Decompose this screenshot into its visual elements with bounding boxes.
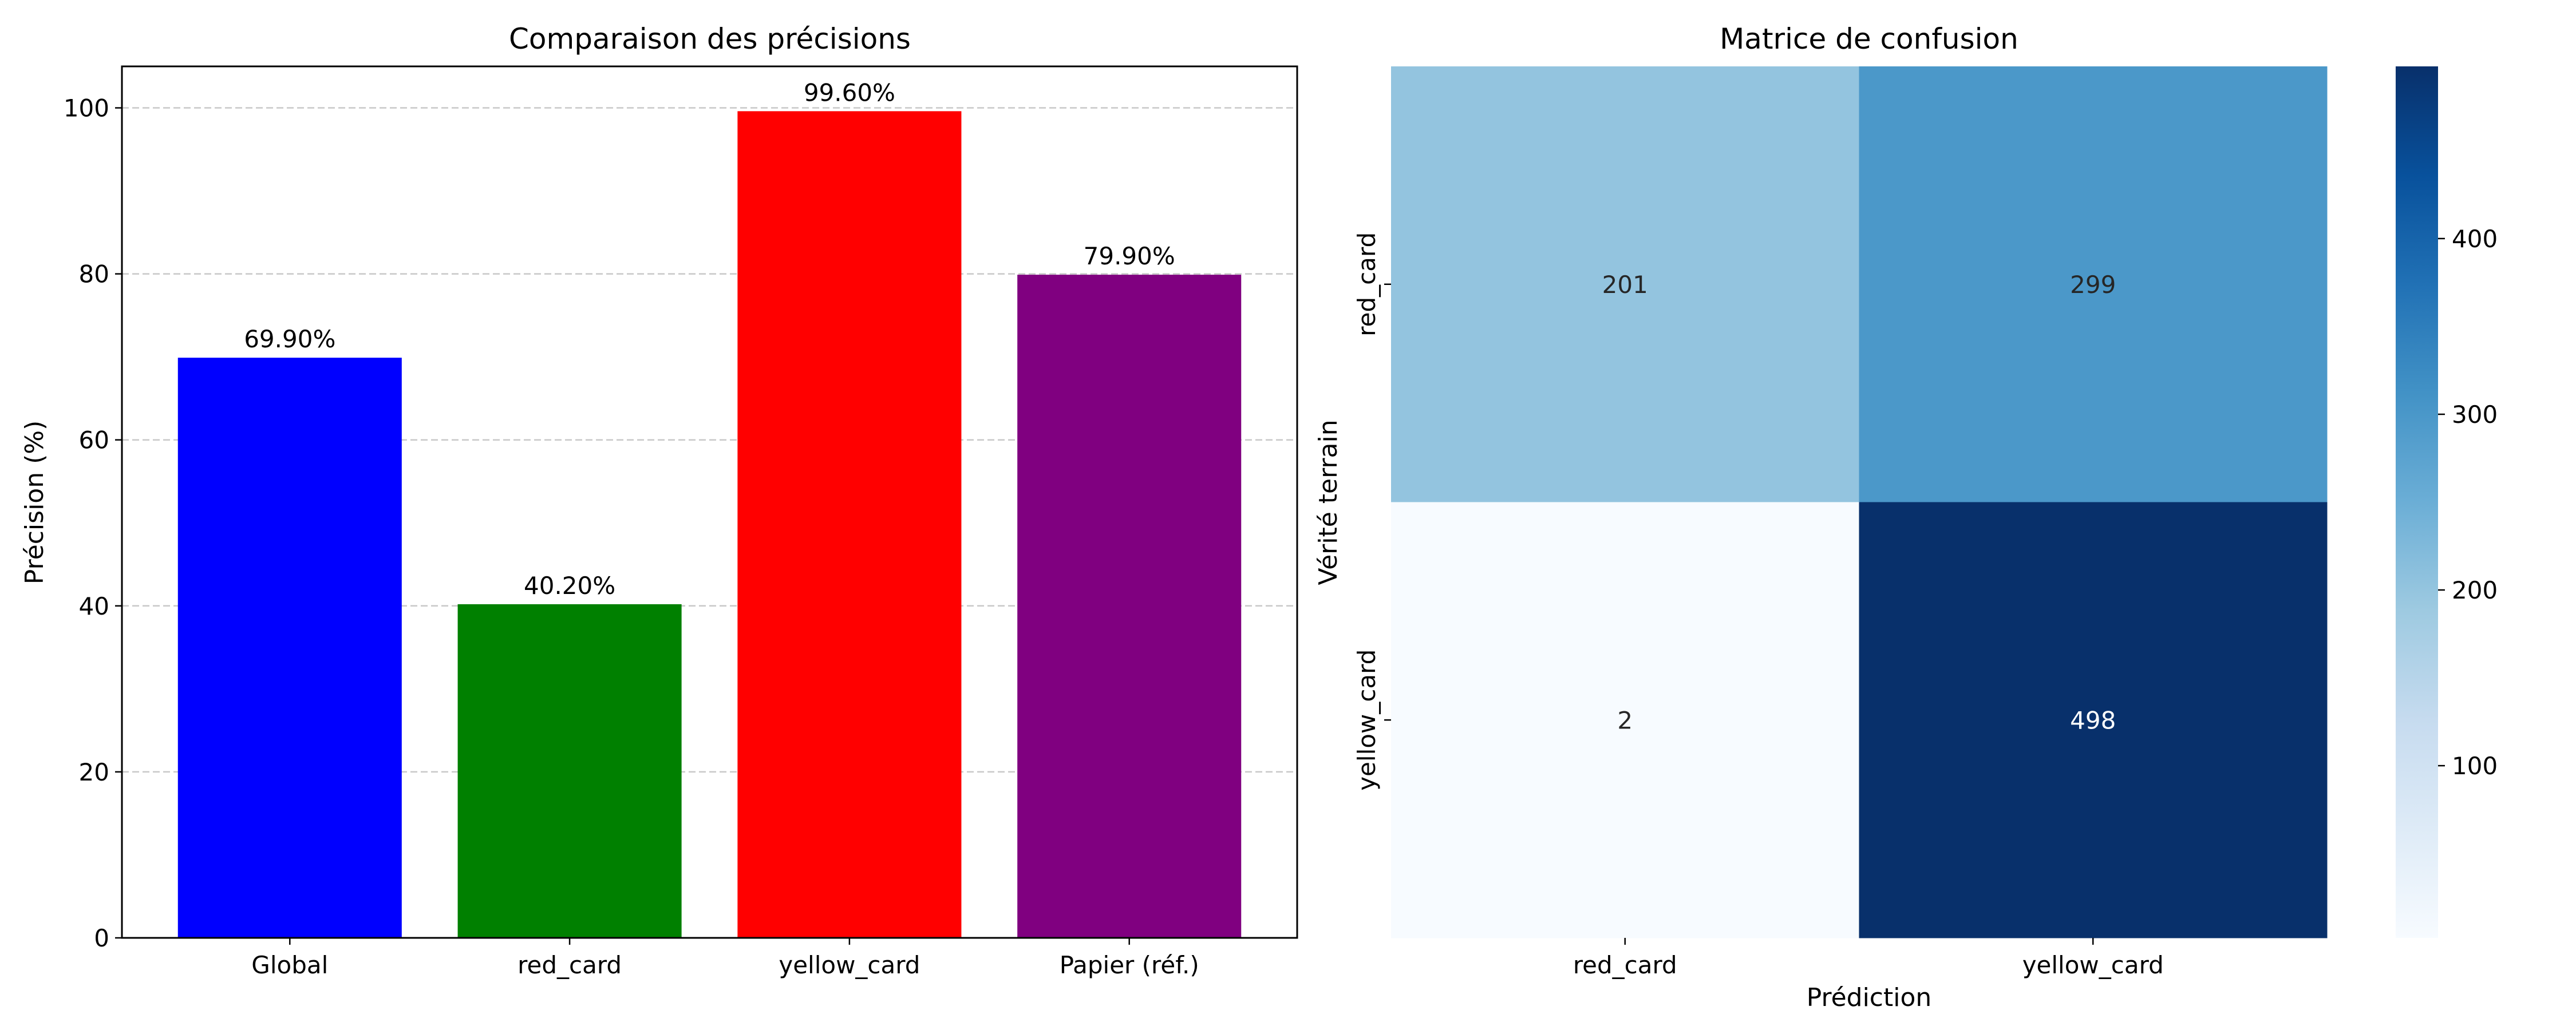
bar-plot-frame bbox=[121, 65, 1298, 939]
bar-value-label: 79.90% bbox=[1084, 242, 1175, 270]
heatmap-cell-value: 201 bbox=[1602, 271, 1648, 299]
heatmap-y-tick-label: yellow_card bbox=[1353, 649, 1381, 791]
bar-y-tick-label: 40 bbox=[79, 592, 109, 620]
bar-chart-title: Comparaison des précisions bbox=[509, 22, 911, 56]
colorbar-tick-label: 400 bbox=[2452, 225, 2498, 253]
bar-y-tick-label: 80 bbox=[79, 260, 109, 288]
bar-value-label: 99.60% bbox=[804, 78, 895, 106]
bar-chart: Comparaison des précisions 69.90% 40.20% 9… bbox=[20, 22, 1298, 979]
heatmap-cell-value: 299 bbox=[2070, 271, 2116, 299]
heatmap-x-tick-label: yellow_card bbox=[2022, 951, 2164, 979]
bar-y-tick-label: 20 bbox=[79, 758, 109, 786]
bar-y-tick-label: 0 bbox=[94, 924, 109, 952]
heatmap-cell-value: 498 bbox=[2070, 706, 2116, 734]
colorbar-tick-label: 100 bbox=[2452, 752, 2498, 780]
bar-x-tick-label: Papier (réf.) bbox=[1060, 951, 1199, 979]
bar-y-ticks: 0 20 40 60 80 100 bbox=[64, 94, 122, 952]
heatmap-cell bbox=[1391, 502, 1859, 938]
bar-value-labels: 69.90% 40.20% 99.60% 79.90% bbox=[244, 78, 1175, 600]
heatmap-cell bbox=[1859, 502, 2328, 938]
bar bbox=[1017, 275, 1242, 938]
bar-x-ticks: Global red_card yellow_card Papier (réf.) bbox=[251, 938, 1199, 979]
bar-y-axis-label: Précision (%) bbox=[20, 421, 49, 584]
heatmap-x-ticks: red_card yellow_card bbox=[1573, 938, 2164, 979]
bar-y-tick-label: 100 bbox=[64, 94, 109, 122]
colorbar-tick-label: 300 bbox=[2452, 401, 2498, 429]
heatmap-cells bbox=[1391, 66, 2328, 938]
colorbar bbox=[2396, 66, 2438, 938]
heatmap-annotations: 201 299 2 498 bbox=[1602, 271, 2116, 735]
heatmap-x-tick-label: red_card bbox=[1573, 951, 1677, 979]
bar-bars bbox=[177, 111, 1242, 938]
heatmap-cell bbox=[1859, 66, 2328, 502]
bar bbox=[737, 111, 962, 938]
bar-x-tick-label: yellow_card bbox=[779, 951, 920, 979]
heatmap-cell bbox=[1391, 66, 1859, 502]
bar-x-tick-label: Global bbox=[251, 951, 328, 979]
heatmap-cell-value: 2 bbox=[1617, 706, 1633, 734]
heatmap-y-ticks: red_card yellow_card bbox=[1353, 232, 1391, 791]
bar bbox=[457, 604, 682, 938]
bar-value-label: 69.90% bbox=[244, 325, 335, 353]
heatmap-title: Matrice de confusion bbox=[1720, 22, 2018, 56]
heatmap-y-tick-label: red_card bbox=[1353, 232, 1381, 336]
heatmap-x-axis-label: Prédiction bbox=[1807, 983, 1932, 1012]
bar bbox=[177, 358, 402, 938]
bar-value-label: 40.20% bbox=[524, 572, 615, 600]
colorbar-tick-label: 200 bbox=[2452, 576, 2498, 604]
heatmap-chart: Matrice de confusion 201 299 2 498 red_card… bbox=[1314, 22, 2498, 1012]
bar-y-tick-label: 60 bbox=[79, 426, 109, 454]
heatmap-y-axis-label: Vérité terrain bbox=[1314, 419, 1343, 585]
bar-x-tick-label: red_card bbox=[517, 951, 622, 979]
colorbar-ticks: 100 200 300 400 bbox=[2438, 225, 2498, 780]
